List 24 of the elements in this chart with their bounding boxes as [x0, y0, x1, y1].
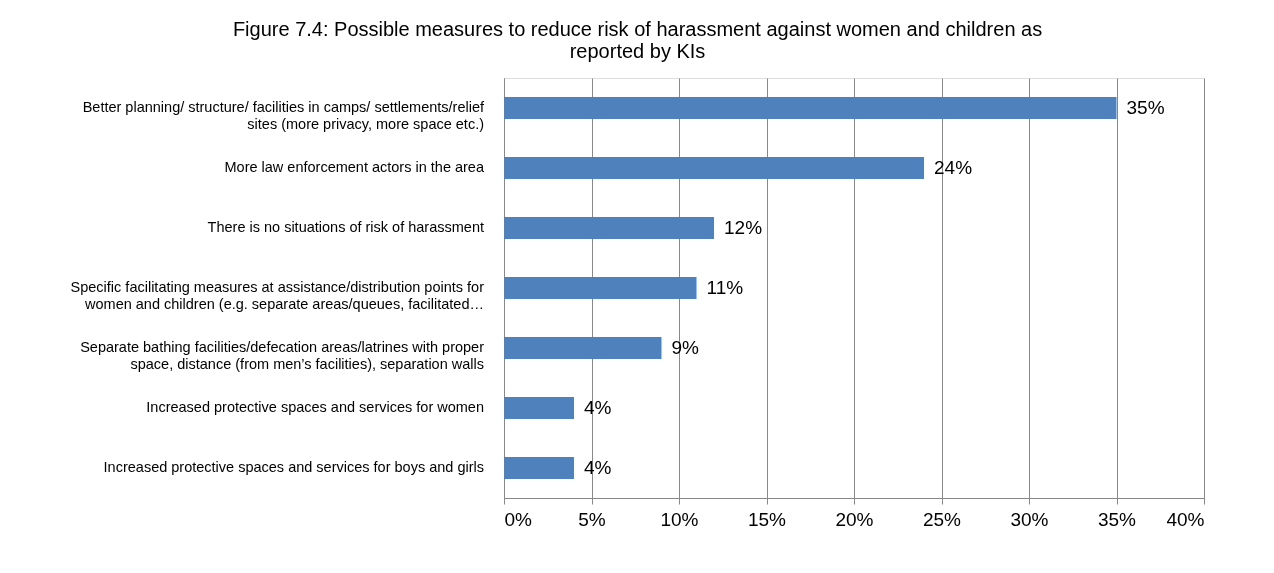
data-label: 4%	[584, 457, 612, 478]
x-tick-label: 20%	[835, 508, 874, 530]
x-tick-label: 15%	[747, 508, 787, 530]
data-label: 4%	[584, 397, 612, 418]
y-tick-label: Increased protective spaces and services for boys and girls	[103, 459, 484, 475]
x-tick-label: 10%	[660, 508, 699, 530]
y-tick-label: Better planning/ structure/ facilities in camps/ settlements/relief sites (more privacy, more space etc.)	[82, 99, 485, 132]
y-tick-label: Increased protective spaces and services for women	[146, 399, 484, 415]
x-tick-label: 0%	[504, 508, 533, 530]
data-label: 11%	[706, 277, 744, 298]
y-tick-label: Separate bathing facilities/defecation areas/latrines with proper space, distance (from men’s facilities), separation walls	[80, 339, 485, 372]
y-tick-label: More law enforcement actors in the area	[224, 159, 485, 175]
data-label: 12%	[724, 217, 763, 238]
y-tick-label: There is no situations of risk of harassment	[207, 219, 484, 235]
x-tick-label: 30%	[1010, 508, 1049, 530]
data-label: 35%	[1126, 97, 1165, 118]
x-tick-label: 5%	[578, 508, 606, 530]
chart-title: Figure 7.4: Possible measures to reduce risk of harassment against women and children as reported by KIs	[232, 18, 1043, 62]
y-tick-label: Specific facilitating measures at assistance/distribution points for women and children (e.g. separate areas/queues, facilitated…	[70, 279, 485, 312]
x-tick-label: 40%	[1166, 508, 1205, 530]
x-tick-label: 25%	[922, 508, 962, 530]
x-tick-label: 35%	[1097, 508, 1137, 530]
data-label: 9%	[671, 337, 700, 358]
data-label: 24%	[934, 157, 973, 178]
